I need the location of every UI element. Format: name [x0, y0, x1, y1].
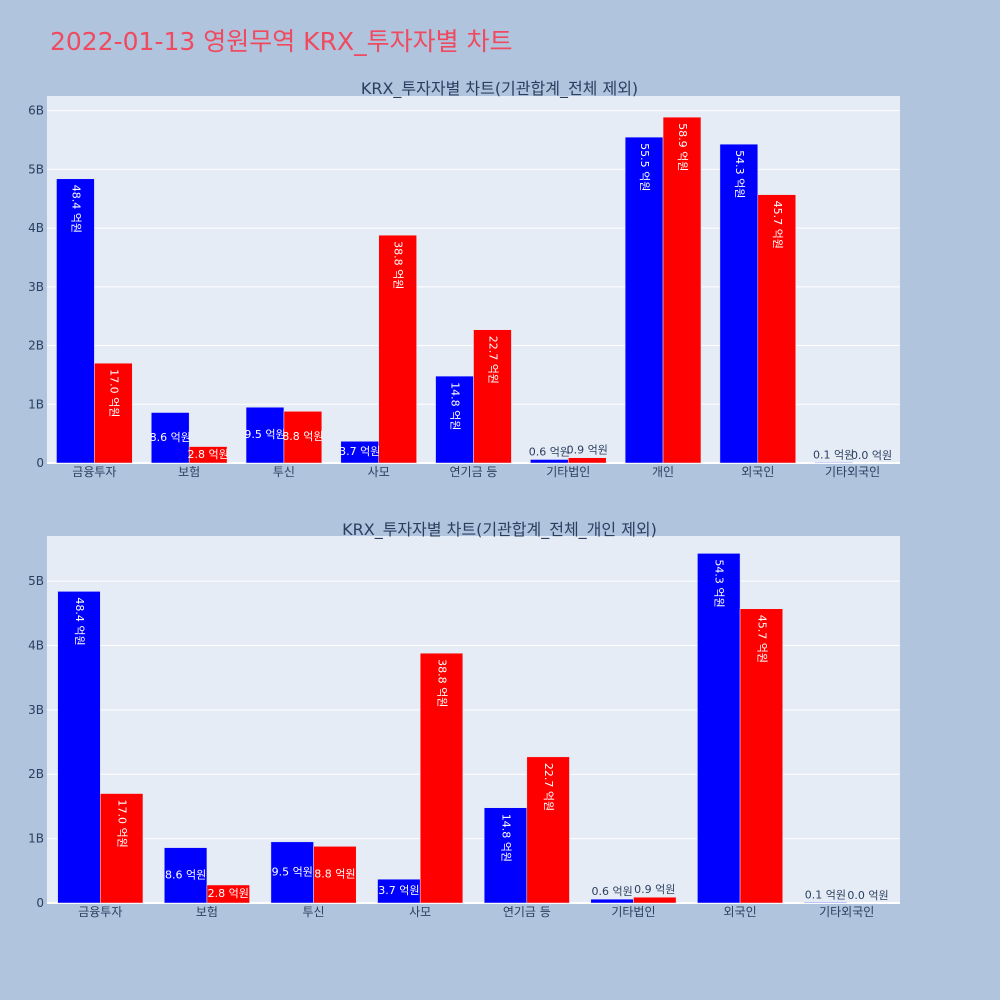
bar-label: 55.5 억원 — [638, 143, 651, 191]
x-tick-label: 보험 — [178, 465, 200, 479]
bar — [419, 652, 464, 904]
bar — [697, 553, 741, 904]
chart-title: KRX_투자자별 차트(기관합계_전체 제외) — [361, 79, 638, 99]
bar — [803, 902, 847, 904]
bar-label: 14.8 억원 — [499, 814, 512, 862]
bar-label: 3.7 억원 — [339, 445, 380, 458]
chart-title: KRX_투자자별 차트(기관합계_전체_개인 제외) — [342, 520, 657, 540]
bar-label: 0.1 억원 — [805, 888, 846, 901]
bar-label: 3.7 억원 — [378, 884, 419, 897]
bar — [100, 793, 144, 904]
y-tick-label: 4B — [28, 221, 44, 235]
page-title: 2022-01-13 영원무역 KRX_투자자별 차트 — [50, 27, 513, 56]
x-tick-label: 사모 — [409, 905, 431, 919]
bar — [662, 116, 702, 464]
bar-label: 54.3 억원 — [713, 559, 726, 607]
bar — [633, 896, 677, 904]
y-tick-label: 5B — [28, 574, 44, 588]
y-tick-label: 2B — [28, 767, 44, 781]
bar-label: 0.0 억원 — [847, 889, 888, 902]
bar-label: 17.0 억원 — [116, 800, 129, 848]
y-tick-label: 5B — [28, 162, 44, 176]
bar — [483, 807, 528, 904]
bar — [151, 412, 190, 464]
bar-label: 48.4 억원 — [73, 597, 86, 645]
bar — [530, 459, 569, 464]
bar — [568, 457, 607, 464]
bar-label: 0.6 억원 — [591, 885, 632, 898]
x-tick-label: 연기금 등 — [503, 905, 551, 919]
bar — [313, 846, 357, 904]
bar — [245, 406, 285, 464]
bar-label: 54.3 억원 — [733, 150, 746, 198]
y-tick-label: 3B — [28, 703, 44, 717]
x-tick-label: 사모 — [368, 465, 390, 479]
bar-label: 58.9 억원 — [676, 123, 689, 171]
y-tick-label: 0 — [36, 896, 44, 910]
bar — [526, 756, 570, 904]
bar-label: 0.0 억원 — [851, 449, 892, 462]
x-tick-label: 연기금 등 — [450, 465, 498, 479]
x-tick-label: 투신 — [273, 465, 295, 479]
bar — [94, 362, 133, 464]
bar — [719, 143, 759, 464]
bar-label: 8.6 억원 — [150, 431, 191, 444]
bar-label: 0.9 억원 — [567, 444, 608, 457]
y-tick-label: 1B — [28, 832, 44, 846]
bar-label: 17.0 억원 — [107, 369, 120, 417]
bar — [814, 462, 853, 464]
x-tick-label: 보험 — [196, 905, 218, 919]
chart-top: KRX_투자자별 차트(기관합계_전체 제외) 0 1B 2B 3B 4B 5B 6B 금융투자… — [28, 79, 900, 479]
bar-label: 8.8 억원 — [282, 430, 323, 443]
bar-label: 9.5 억원 — [244, 428, 285, 441]
bar — [378, 234, 417, 464]
bar-label: 38.8 억원 — [392, 241, 405, 289]
x-tick-label: 금융투자 — [78, 905, 122, 919]
bar-label: 0.6 억원 — [529, 445, 570, 458]
x-tick-label: 외국인 — [724, 905, 757, 919]
y-tick-label: 1B — [28, 397, 44, 411]
bar-label: 14.8 억원 — [449, 382, 462, 430]
bar-label: 45.7 억원 — [771, 201, 784, 249]
y-tick-label: 0 — [36, 456, 44, 470]
chart-bottom: KRX_투자자별 차트(기관합계_전체_개인 제외) 0 1B 2B 3B 4B 5B 금융투… — [28, 520, 900, 919]
y-tick-label: 6B — [28, 104, 44, 118]
bar-label: 38.8 억원 — [436, 659, 449, 707]
x-tick-label: 투신 — [303, 905, 325, 919]
bar-label: 2.8 억원 — [188, 448, 229, 461]
x-tick-label: 외국인 — [741, 465, 774, 479]
bar-label: 48.4 억원 — [69, 185, 82, 233]
bar-label: 8.6 억원 — [165, 868, 206, 881]
bar-label: 0.9 억원 — [634, 883, 675, 896]
bar — [283, 411, 323, 464]
bar — [624, 136, 664, 464]
bar — [188, 446, 228, 464]
x-tick-label: 기타외국인 — [819, 905, 874, 919]
bar-label: 2.8 억원 — [208, 887, 249, 900]
y-tick-label: 4B — [28, 638, 44, 652]
bar — [590, 898, 634, 904]
x-tick-label: 개인 — [652, 465, 674, 479]
y-tick-label: 2B — [28, 339, 44, 353]
x-tick-label: 기타법인 — [546, 465, 590, 479]
bar-label: 8.8 억원 — [314, 868, 355, 881]
y-tick-label: 3B — [28, 280, 44, 294]
x-tick-label: 금융투자 — [72, 465, 116, 479]
bar-label: 22.7 억원 — [542, 763, 555, 811]
x-tick-label: 기타외국인 — [825, 465, 880, 479]
bar — [206, 884, 250, 904]
bar — [164, 847, 208, 904]
bar-label: 22.7 억원 — [486, 336, 499, 384]
bar — [57, 591, 101, 904]
bar-label: 9.5 억원 — [272, 865, 313, 878]
x-tick-label: 기타법인 — [611, 905, 655, 919]
bar — [473, 329, 512, 464]
bar — [270, 841, 314, 904]
bar-label: 45.7 억원 — [755, 615, 768, 663]
bar — [757, 194, 796, 464]
bar-label: 0.1 억원 — [813, 448, 854, 461]
bar — [435, 375, 474, 464]
bar — [739, 608, 783, 904]
bar — [56, 178, 95, 464]
